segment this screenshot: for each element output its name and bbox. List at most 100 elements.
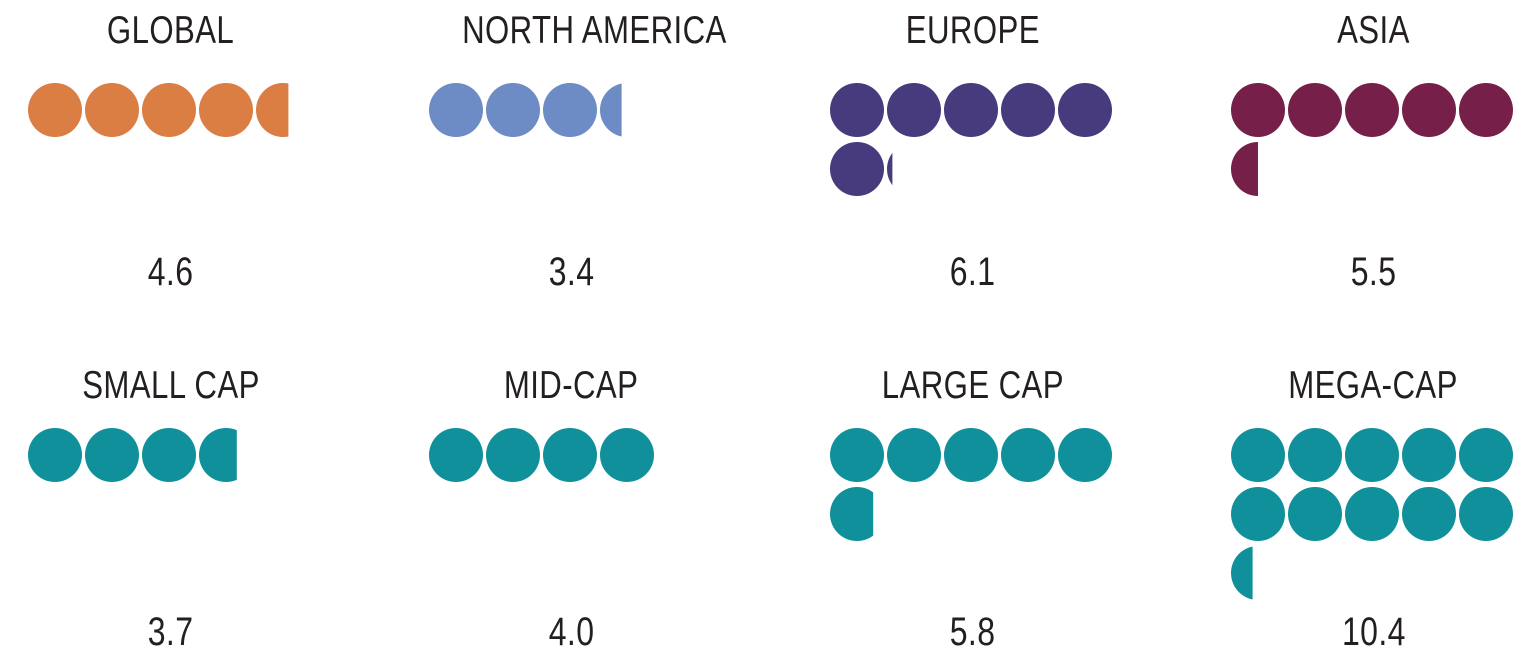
category-value: 3.7 [28,610,313,654]
category-title: MEGA-CAP [1231,364,1516,407]
unit-circle [1345,487,1399,541]
unit-circle [1402,428,1456,482]
category-value-text: 3.7 [147,610,194,654]
category-title: EUROPE [830,9,1115,52]
category-cell-global: GLOBAL 4.6 [28,9,313,294]
pictogram-box [28,428,313,613]
unit-circle [85,428,139,482]
pictogram [28,428,237,482]
unit-circle-partial [256,83,289,137]
unit-circle [1459,487,1513,541]
category-value-text: 5.5 [1350,250,1397,294]
category-cell-asia: ASIA 5.5 [1231,9,1516,294]
unit-circle [830,142,884,196]
category-title-text: SMALL CAP [81,364,260,407]
pictogram-box [28,83,313,253]
unit-circle [1231,487,1285,541]
unit-circle [1345,83,1399,137]
category-title: ASIA [1231,9,1516,52]
unit-circle [486,428,540,482]
unit-circle [887,428,941,482]
unit-circle [1231,83,1285,137]
pictogram-box [830,428,1115,613]
category-value-text: 3.4 [548,250,595,294]
category-title: GLOBAL [28,9,313,52]
category-title-text: NORTH AMERICA [462,9,727,52]
category-cell-mega-cap: MEGA-CAP 10.4 [1231,364,1516,654]
unit-circle [429,428,483,482]
unit-circle [944,83,998,137]
pictogram [429,428,654,482]
category-cell-europe: EUROPE 6.1 [830,9,1115,294]
unit-circle-partial [600,83,622,137]
pictogram [429,83,622,137]
category-title-text: GLOBAL [106,9,235,52]
pictogram-box [429,428,714,613]
chart-row-market-caps: SMALL CAP 3.7 MID-CAP 4.0 LARGE CAP 5.8 MEGA-C… [28,364,1520,654]
unit-circle [1288,428,1342,482]
unit-circle [429,83,483,137]
unit-circle [830,428,884,482]
unit-circle [600,428,654,482]
unit-circle [199,83,253,137]
pictogram [830,83,1112,196]
category-title-text: ASIA [1337,9,1410,52]
unit-circle [1231,428,1285,482]
category-value: 5.8 [830,610,1115,654]
unit-circle-partial [887,152,893,186]
unit-circle [1402,83,1456,137]
category-value: 6.1 [830,250,1115,294]
unit-circle [887,83,941,137]
unit-circle [142,83,196,137]
unit-circle [1459,83,1513,137]
category-cell-small-cap: SMALL CAP 3.7 [28,364,313,654]
pictogram-box [429,83,714,253]
category-title-text: EUROPE [905,9,1040,52]
pictogram-box [1231,83,1516,253]
category-title: NORTH AMERICA [429,11,726,50]
category-value-text: 4.0 [548,610,595,654]
unit-circle [142,428,196,482]
category-value: 3.4 [429,250,714,294]
category-cell-mid-cap: MID-CAP 4.0 [429,364,714,654]
unit-circle [486,83,540,137]
unit-circle [543,428,597,482]
category-value-text: 4.6 [147,250,194,294]
unit-circle-partial [199,428,237,482]
pictogram [1231,83,1513,196]
category-title-text: LARGE CAP [881,364,1064,407]
unit-circle [1345,428,1399,482]
category-value: 10.4 [1231,610,1516,654]
unit-circle [1459,428,1513,482]
category-value-text: 10.4 [1341,610,1406,654]
category-value-text: 5.8 [949,610,996,654]
pictogram-box [830,83,1115,253]
category-title: SMALL CAP [28,364,313,407]
unit-circle [85,83,139,137]
category-value: 4.0 [429,610,714,654]
pictogram [28,83,289,137]
pictogram-box [1231,428,1516,613]
pictogram [830,428,1112,541]
pictogram [1231,428,1513,600]
category-title: MID-CAP [429,364,714,407]
unit-circle-partial [1231,546,1253,600]
category-cell-north-america: NORTH AMERICA 3.4 [429,11,726,294]
category-cell-large-cap: LARGE CAP 5.8 [830,364,1115,654]
unit-circle [1402,487,1456,541]
unit-circle [944,428,998,482]
unit-circle-partial [1231,142,1258,196]
unit-circle [1288,83,1342,137]
unit-circle-partial [830,487,874,541]
unit-circle [1001,83,1055,137]
unit-circle [1288,487,1342,541]
category-value-text: 6.1 [949,250,996,294]
unit-circle [1058,83,1112,137]
unit-circle [28,83,82,137]
category-title-text: MEGA-CAP [1288,364,1459,407]
category-value: 4.6 [28,250,313,294]
category-title: LARGE CAP [830,364,1115,407]
chart-row-regions: GLOBAL 4.6 NORTH AMERICA 3.4 EUROPE 6.1 ASIA 5.… [28,9,1520,294]
category-title-text: MID-CAP [504,364,639,407]
